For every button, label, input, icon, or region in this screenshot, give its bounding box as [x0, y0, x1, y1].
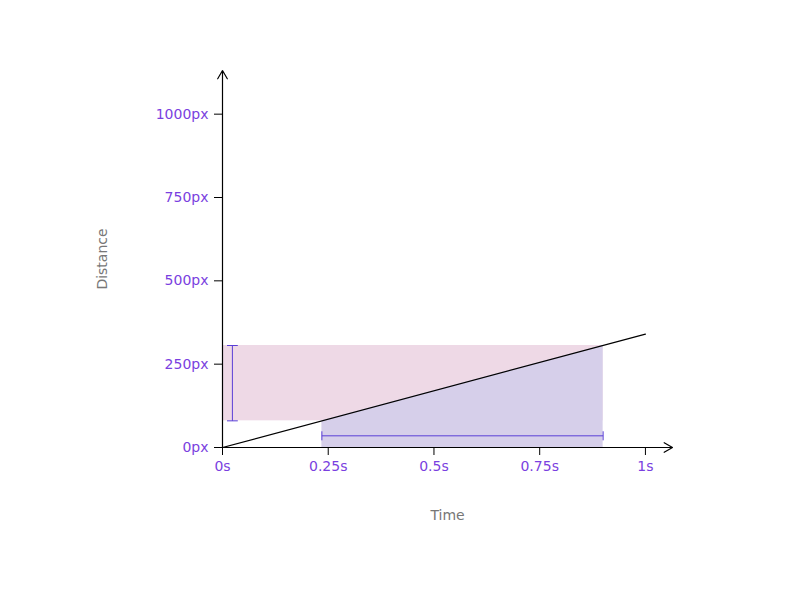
svg-text:0.75s: 0.75s — [520, 458, 558, 474]
svg-text:Distance: Distance — [94, 228, 110, 289]
svg-text:500px: 500px — [165, 272, 209, 288]
svg-text:0.5s: 0.5s — [419, 458, 449, 474]
svg-text:Time: Time — [429, 507, 464, 523]
svg-text:0px: 0px — [182, 439, 208, 455]
svg-text:0.25s: 0.25s — [309, 458, 347, 474]
svg-text:1s: 1s — [637, 458, 653, 474]
svg-text:250px: 250px — [165, 356, 209, 372]
svg-text:750px: 750px — [165, 189, 209, 205]
svg-text:0s: 0s — [214, 458, 230, 474]
svg-text:1000px: 1000px — [156, 106, 209, 122]
